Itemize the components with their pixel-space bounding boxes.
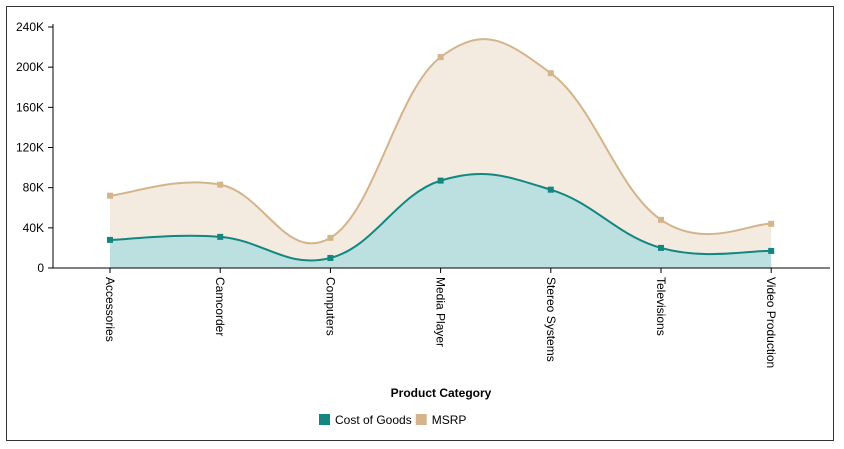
x-tick-label: Video Production (764, 277, 778, 368)
legend: Cost of Goods MSRP (319, 413, 466, 427)
cost-of-goods-point-video-production[interactable] (768, 247, 775, 254)
cost-of-goods-point-computers[interactable] (327, 254, 334, 261)
x-tick-label: Computers (323, 277, 337, 336)
y-tick-label: 160K (16, 100, 44, 114)
area-layer (110, 39, 772, 268)
x-axis-title: Product Category (391, 386, 492, 400)
y-tick-label: 80K (23, 181, 44, 195)
cost-of-goods-point-stereo-systems[interactable] (547, 186, 554, 193)
msrp-point-accessories[interactable] (107, 192, 113, 199)
cost-of-goods-point-televisions[interactable] (658, 244, 664, 251)
x-tick-label: Accessories (103, 277, 117, 342)
cost-of-goods-point-camcorder[interactable] (217, 233, 224, 240)
x-tick-label: Stereo Systems (544, 277, 558, 362)
msrp-area (110, 39, 772, 268)
x-tick-label: Media Player (434, 277, 448, 347)
msrp-point-televisions[interactable] (658, 216, 664, 223)
msrp-point-media-player[interactable] (437, 54, 444, 61)
cost-of-goods-point-accessories[interactable] (107, 236, 113, 243)
legend-swatch (319, 414, 330, 425)
y-tick-label: 200K (16, 60, 44, 74)
marker-layer (107, 54, 775, 261)
legend-item-msrp[interactable]: MSRP (415, 413, 467, 427)
x-tick-label: Televisions (654, 277, 668, 336)
legend-label: Cost of Goods (335, 413, 412, 427)
legend-swatch (415, 414, 427, 425)
msrp-point-camcorder[interactable] (217, 181, 224, 188)
x-tick-label: Camcorder (213, 277, 227, 336)
msrp-point-stereo-systems[interactable] (547, 70, 554, 77)
cost-of-goods-area (110, 173, 772, 268)
legend-item-cost-of-goods[interactable]: Cost of Goods (319, 413, 412, 427)
cost-of-goods-point-media-player[interactable] (437, 177, 444, 184)
msrp-point-computers[interactable] (327, 234, 334, 241)
y-tick-label: 40K (23, 221, 44, 235)
chart-frame (6, 6, 834, 441)
x-axis: Accessories Camcorder Computers Media Playe… (103, 268, 778, 368)
y-tick-label: 120K (16, 141, 44, 155)
msrp-point-video-production[interactable] (768, 220, 775, 227)
y-tick-label: 240K (16, 20, 44, 34)
legend-label: MSRP (432, 413, 467, 427)
y-tick-label: 0 (37, 261, 44, 275)
y-axis: 0 40K 80K 120K 160K 200K 240K (16, 20, 53, 275)
